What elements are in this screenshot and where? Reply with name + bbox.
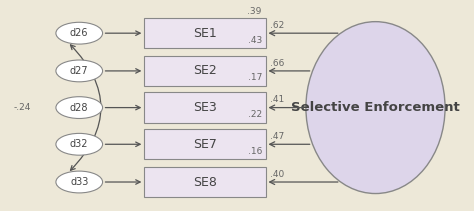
FancyArrowPatch shape xyxy=(71,45,101,170)
Text: d28: d28 xyxy=(70,103,89,113)
FancyBboxPatch shape xyxy=(144,92,265,123)
Text: .39: .39 xyxy=(246,7,261,16)
Text: .47: .47 xyxy=(270,132,284,141)
Text: .43: .43 xyxy=(248,36,262,45)
Text: .22: .22 xyxy=(248,110,262,119)
FancyBboxPatch shape xyxy=(144,56,265,86)
Circle shape xyxy=(56,171,102,193)
Text: .40: .40 xyxy=(270,170,284,179)
Text: .62: .62 xyxy=(270,21,284,30)
FancyBboxPatch shape xyxy=(144,167,265,197)
Text: SE8: SE8 xyxy=(193,176,217,188)
Circle shape xyxy=(56,22,102,44)
Circle shape xyxy=(56,133,102,155)
Circle shape xyxy=(56,97,102,119)
Text: d26: d26 xyxy=(70,28,89,38)
FancyBboxPatch shape xyxy=(144,129,265,160)
Text: d33: d33 xyxy=(70,177,89,187)
Text: .41: .41 xyxy=(270,95,284,104)
Circle shape xyxy=(56,60,102,82)
Text: -.24: -.24 xyxy=(14,103,31,112)
Text: d32: d32 xyxy=(70,139,89,149)
FancyBboxPatch shape xyxy=(144,18,265,48)
Text: d27: d27 xyxy=(70,66,89,76)
Text: .16: .16 xyxy=(247,147,262,156)
Ellipse shape xyxy=(306,22,445,193)
Text: Selective Enforcement: Selective Enforcement xyxy=(291,101,460,114)
Text: SE2: SE2 xyxy=(193,64,217,77)
Text: SE7: SE7 xyxy=(193,138,217,151)
Text: .66: .66 xyxy=(270,59,284,68)
Text: SE1: SE1 xyxy=(193,27,217,40)
Text: SE3: SE3 xyxy=(193,101,217,114)
Text: .17: .17 xyxy=(247,73,262,82)
